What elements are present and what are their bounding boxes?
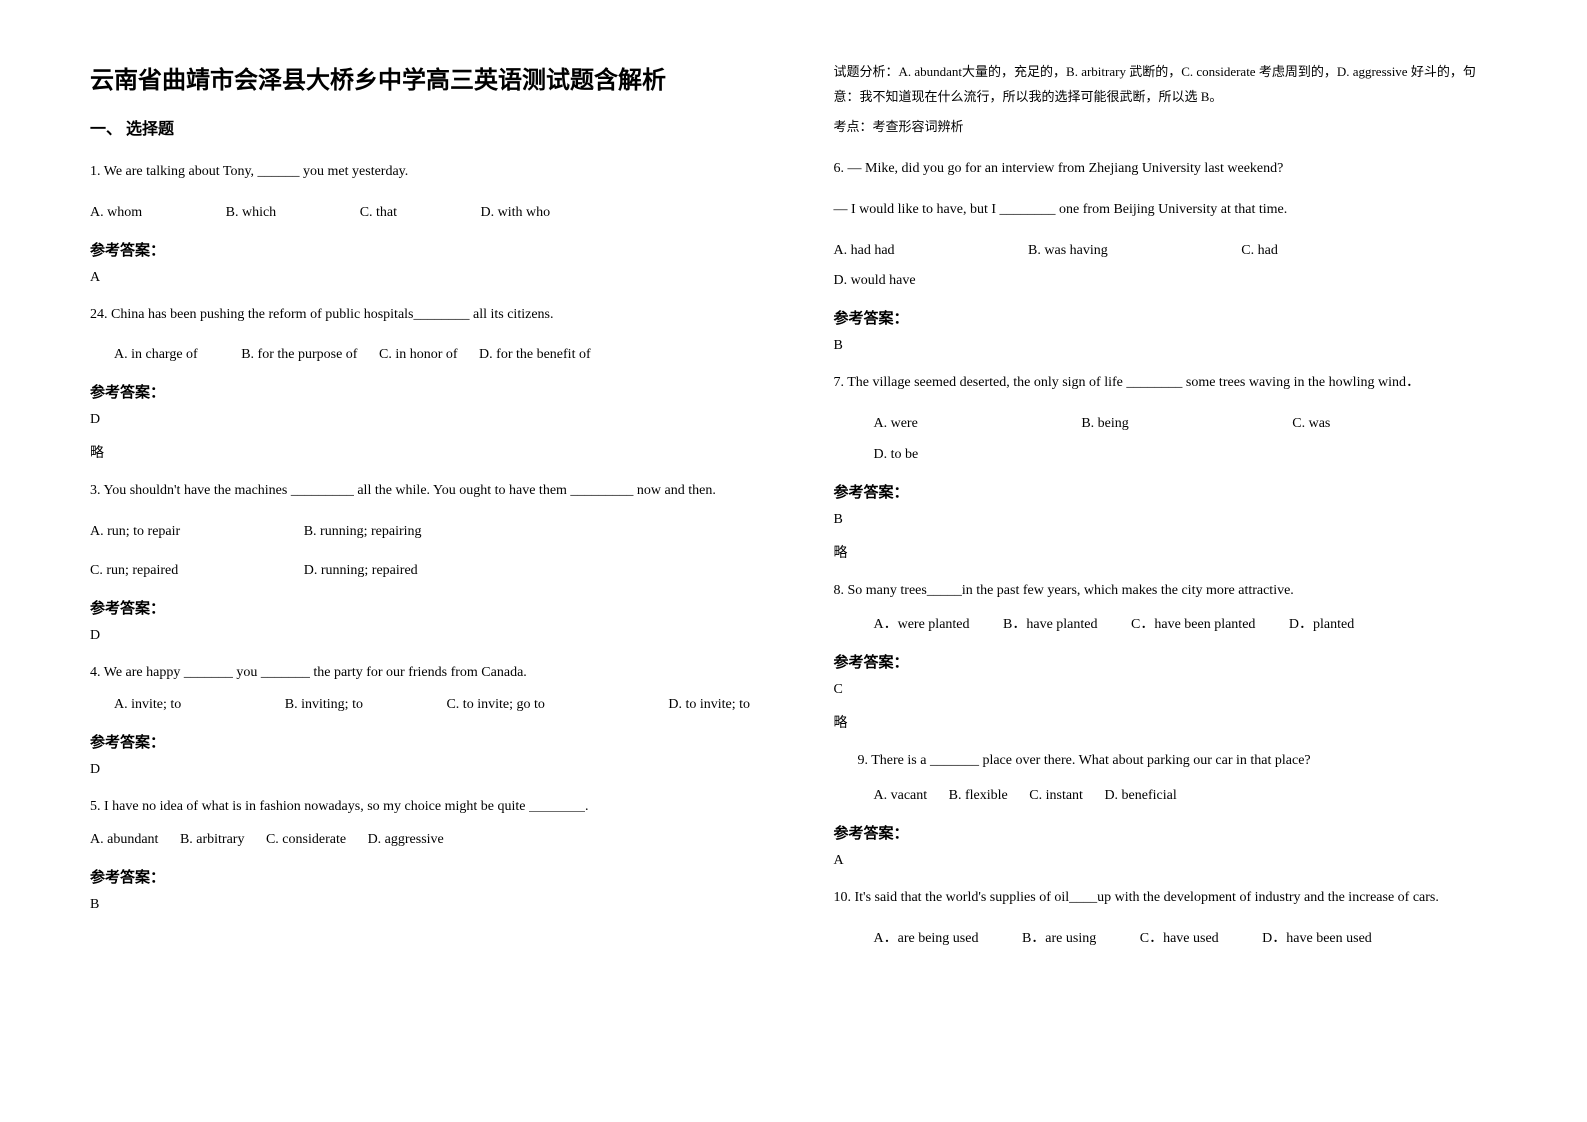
- q4-text: 4. We are happy _______ you _______ the …: [90, 658, 754, 689]
- q5-answer: B: [90, 897, 754, 913]
- q4-opt-d: D. to invite; to: [668, 690, 750, 721]
- q8-answer-label: 参考答案：: [834, 651, 1498, 672]
- q3-answer: D: [90, 628, 754, 644]
- q7-text: 7. The village seemed deserted, the only…: [834, 368, 1498, 399]
- q2-text: 24. China has been pushing the reform of…: [90, 300, 754, 331]
- q2-opt-c: C. in honor of: [379, 340, 458, 371]
- q2-note: 略: [90, 442, 754, 462]
- q8-options: A．were planted B．have planted C．have bee…: [834, 610, 1498, 641]
- q9-opt-c: C. instant: [1029, 781, 1083, 812]
- q8-opt-d: D．planted: [1289, 610, 1354, 641]
- q8-note: 略: [834, 712, 1498, 732]
- q4-opt-b: B. inviting; to: [285, 690, 363, 721]
- q10-opt-a: A．are being used: [874, 924, 979, 955]
- q5-opt-c: C. considerate: [266, 825, 346, 856]
- q3-options-row2: C. run; repaired D. running; repaired: [90, 556, 754, 587]
- q7-note: 略: [834, 542, 1498, 562]
- q6-text2: — I would like to have, but I ________ o…: [834, 195, 1498, 226]
- q10-opt-d: D．have been used: [1262, 924, 1372, 955]
- q7-answer: B: [834, 512, 1498, 528]
- q5-analysis1: 试题分析：A. abundant大量的，充足的，B. arbitrary 武断的…: [834, 60, 1498, 109]
- q2-answer: D: [90, 412, 754, 428]
- q10-opt-b: B．are using: [1022, 924, 1096, 955]
- q7-opt-d: D. to be: [874, 440, 919, 471]
- q8-opt-b: B．have planted: [1003, 610, 1097, 641]
- q5-opt-b: B. arbitrary: [180, 825, 245, 856]
- q3-answer-label: 参考答案：: [90, 597, 754, 618]
- q6-answer-label: 参考答案：: [834, 307, 1498, 328]
- q6-opt-a: A. had had: [834, 236, 895, 267]
- q1-options: A. whom B. which C. that D. with who: [90, 198, 754, 229]
- q10-opt-c: C．have used: [1140, 924, 1219, 955]
- section-header: 一、 选择题: [90, 115, 754, 139]
- q6-opt-c: C. had: [1241, 236, 1278, 267]
- q10-text: 10. It's said that the world's supplies …: [834, 883, 1498, 914]
- q9-options: A. vacant B. flexible C. instant D. bene…: [834, 781, 1498, 812]
- q7-options: A. were B. being C. was D. to be: [834, 409, 1498, 471]
- q6-text1: 6. — Mike, did you go for an interview f…: [834, 154, 1498, 185]
- q9-opt-d: D. beneficial: [1104, 781, 1176, 812]
- q6-opt-b: B. was having: [1028, 236, 1108, 267]
- q8-opt-a: A．were planted: [874, 610, 970, 641]
- q4-opt-c: C. to invite; go to: [446, 690, 544, 721]
- exam-title: 云南省曲靖市会泽县大桥乡中学高三英语测试题含解析: [90, 60, 754, 95]
- q5-text: 5. I have no idea of what is in fashion …: [90, 792, 754, 823]
- q3-opt-d: D. running; repaired: [304, 556, 418, 587]
- q3-opt-c: C. run; repaired: [90, 556, 178, 587]
- q9-answer-label: 参考答案：: [834, 822, 1498, 843]
- q9-answer: A: [834, 853, 1498, 869]
- q4-answer: D: [90, 762, 754, 778]
- q4-opt-a: A. invite; to: [114, 690, 181, 721]
- q7-opt-a: A. were: [874, 409, 918, 440]
- q9-opt-b: B. flexible: [949, 781, 1008, 812]
- q1-text: 1. We are talking about Tony, ______ you…: [90, 157, 754, 188]
- q6-options: A. had had B. was having C. had D. would…: [834, 236, 1498, 298]
- q9-text: 9. There is a _______ place over there. …: [834, 746, 1498, 777]
- q1-opt-b: B. which: [226, 198, 277, 229]
- q1-opt-c: C. that: [360, 198, 397, 229]
- q7-opt-b: B. being: [1081, 409, 1128, 440]
- q5-analysis2: 考点：考查形容词辨析: [834, 115, 1498, 140]
- q5-opt-d: D. aggressive: [368, 825, 444, 856]
- q1-opt-d: D. with who: [481, 198, 551, 229]
- q4-options: A. invite; to B. inviting; to C. to invi…: [90, 690, 754, 721]
- q9-opt-a: A. vacant: [874, 781, 928, 812]
- q5-opt-a: A. abundant: [90, 825, 158, 856]
- q2-answer-label: 参考答案：: [90, 381, 754, 402]
- q2-opt-a: A. in charge of: [114, 340, 198, 371]
- q3-opt-b: B. running; repairing: [304, 517, 422, 548]
- q6-answer: B: [834, 338, 1498, 354]
- q6-opt-d: D. would have: [834, 266, 916, 297]
- q2-opt-b: B. for the purpose of: [241, 340, 357, 371]
- q10-options: A．are being used B．are using C．have used…: [834, 924, 1498, 955]
- q3-text: 3. You shouldn't have the machines _____…: [90, 476, 754, 507]
- q8-opt-c: C．have been planted: [1131, 610, 1255, 641]
- q2-options: A. in charge of B. for the purpose of C.…: [90, 340, 754, 371]
- q3-opt-a: A. run; to repair: [90, 517, 180, 548]
- q7-opt-c: C. was: [1292, 409, 1330, 440]
- q1-answer-label: 参考答案：: [90, 239, 754, 260]
- q4-answer-label: 参考答案：: [90, 731, 754, 752]
- q8-text: 8. So many trees_____in the past few yea…: [834, 576, 1498, 607]
- q1-answer: A: [90, 270, 754, 286]
- q5-answer-label: 参考答案：: [90, 866, 754, 887]
- q7-answer-label: 参考答案：: [834, 481, 1498, 502]
- q5-options: A. abundant B. arbitrary C. considerate …: [90, 825, 754, 856]
- q3-options-row1: A. run; to repair B. running; repairing: [90, 517, 754, 548]
- q1-opt-a: A. whom: [90, 198, 142, 229]
- q8-answer: C: [834, 682, 1498, 698]
- q2-opt-d: D. for the benefit of: [479, 340, 591, 371]
